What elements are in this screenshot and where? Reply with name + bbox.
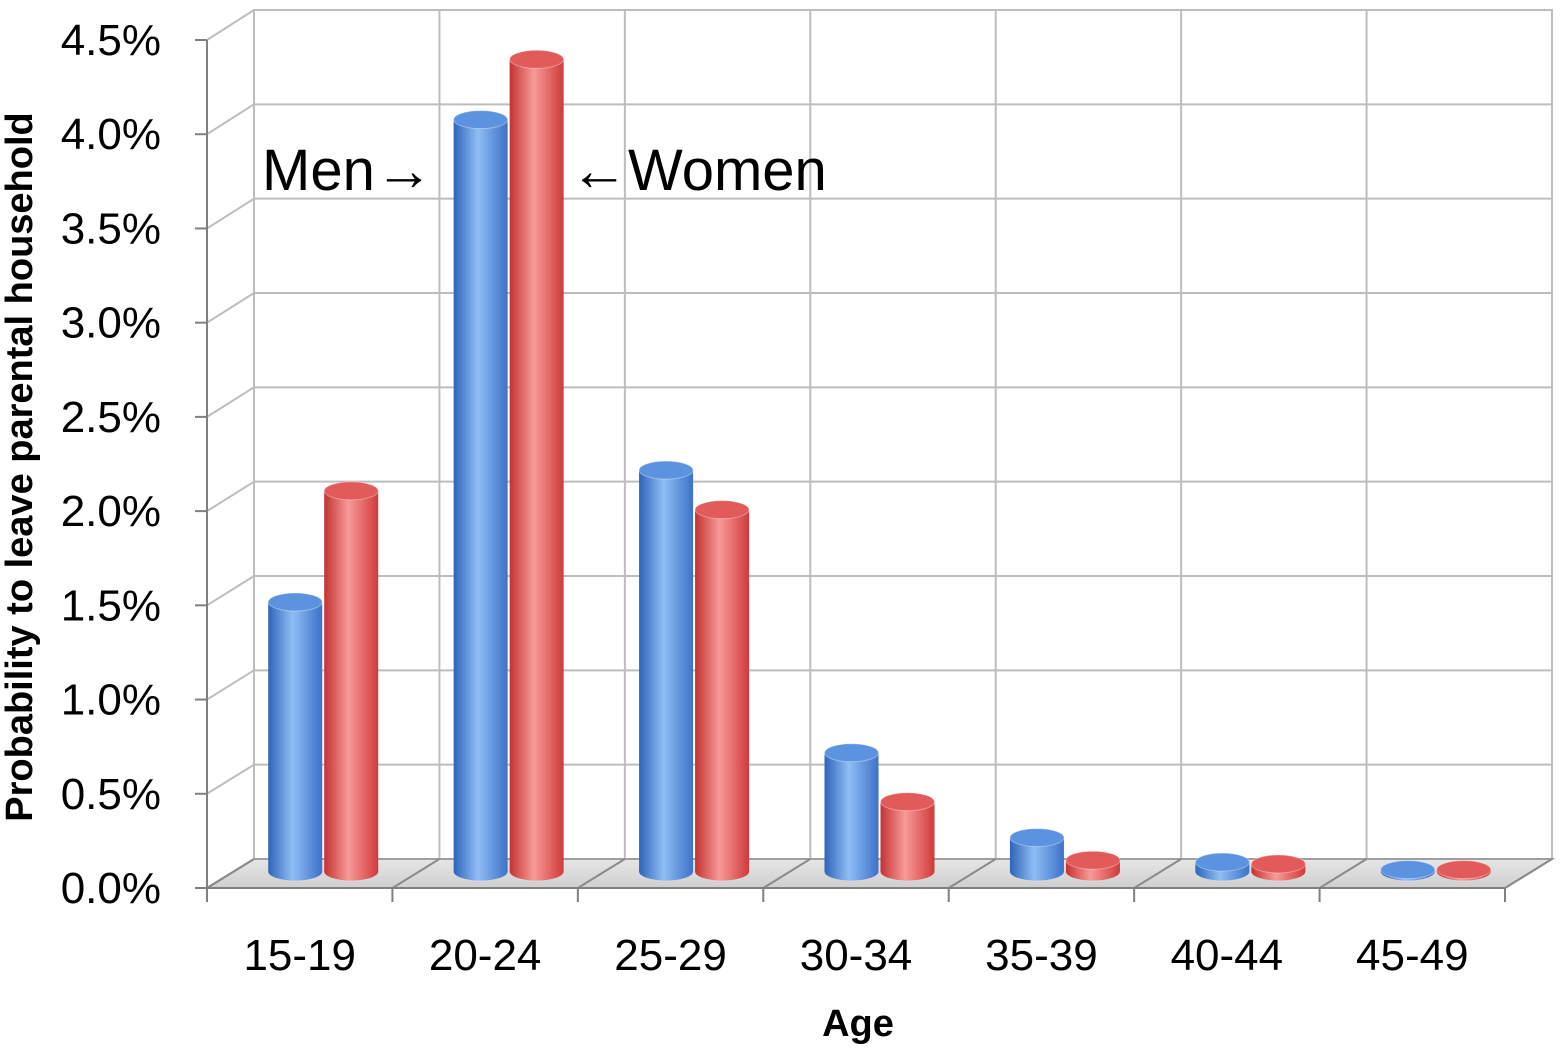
side-gridline [206,386,255,418]
side-gridline [206,197,255,230]
bar-men-40-44 [1194,852,1250,881]
annotation-men: Men→ [262,138,433,203]
floor-divider [577,858,626,889]
side-gridline [206,292,255,324]
bar-men-30-34 [824,743,879,881]
y-tick-label: 0.5% [61,770,161,819]
bar-women-30-34 [880,792,935,881]
y-tick-label: 4.0% [61,110,161,159]
floor-divider [762,858,811,889]
floor-divider [948,858,997,889]
x-tick-label: 15-19 [243,931,356,980]
y-tick-label: 1.5% [61,581,161,630]
bar-women-15-19 [323,481,379,881]
x-tick-label: 30-34 [800,931,913,980]
x-tick-label: 35-39 [985,931,1098,980]
y-axis-title: Probability to leave parental household [0,112,41,821]
floor-divider [1319,858,1368,889]
side-gridline [206,575,255,607]
side-gridline [206,669,255,701]
bar-women-45-49 [1436,860,1492,881]
bar-men-45-49 [1380,860,1436,881]
bar-women-25-29 [694,500,750,881]
chart-floor [203,858,1556,889]
floor-divider [391,858,440,889]
annotation-women: ←Women [570,138,827,203]
y-tick-label: 1.0% [61,676,161,725]
bar-men-25-29 [638,460,694,881]
floor-divider [1133,858,1182,889]
floor-divider [206,858,255,889]
y-tick-label: 2.0% [61,487,161,536]
x-tick-label: 20-24 [429,931,542,980]
bar-women-20-24 [509,49,565,881]
floor-divider [1504,858,1553,889]
x-axis-title: Age [822,1003,894,1045]
y-tick-label: 0.0% [61,864,161,913]
y-axis: 0.0% 0.5% 1.0% 1.5% 2.0% 2.5% 3.0% 3.5% 4.0% 4.5% [61,16,208,913]
back-gridlines [253,9,1553,860]
y-tick-label: 2.5% [61,393,161,442]
y-tick-label: 3.5% [61,204,161,253]
x-tick-label: 45-49 [1356,931,1469,980]
bar-women-40-44 [1250,854,1306,881]
y-tick-label: 3.0% [61,299,161,348]
bar-men-35-39 [1009,828,1065,881]
y-tick-label: 4.5% [61,16,161,65]
side-wall [206,9,255,889]
bars [267,49,1492,881]
x-tick-label: 40-44 [1171,931,1284,980]
bar-men-20-24 [453,110,509,881]
side-gridline [206,763,255,795]
x-tick-label: 25-29 [614,931,727,980]
side-gridline [206,480,255,512]
x-axis: 15-19 20-24 25-29 30-34 35-39 40-44 45-49 [206,887,1506,980]
bar-women-35-39 [1065,850,1121,881]
side-gridline [206,103,255,136]
bar-men-15-19 [267,592,323,881]
side-gridline [206,9,255,41]
floor-plane [203,858,1556,889]
